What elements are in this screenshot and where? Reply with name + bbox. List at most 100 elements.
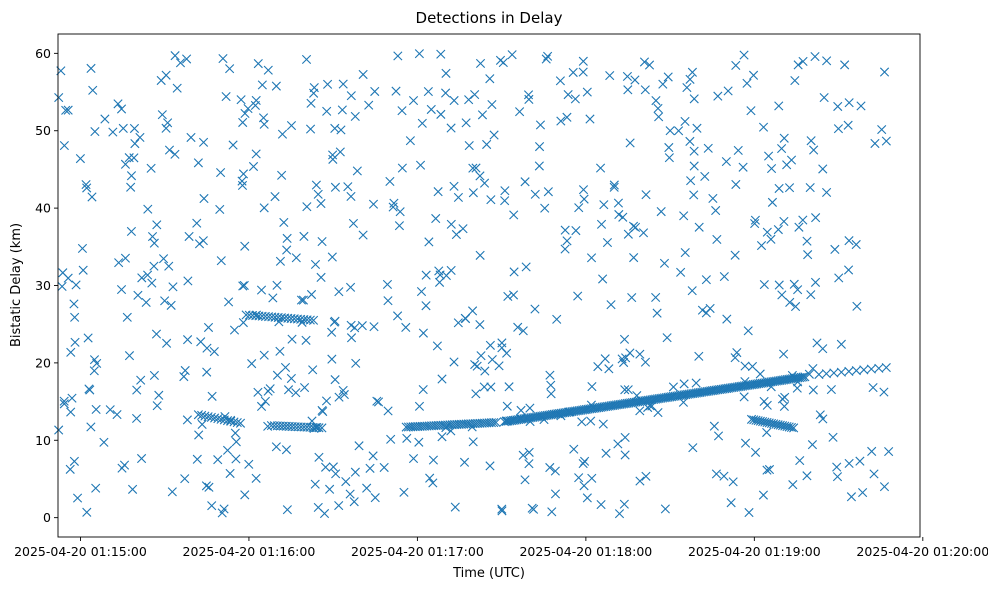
data-point [711, 205, 721, 216]
data-point [701, 275, 711, 285]
data-point [564, 407, 574, 417]
data-point [663, 72, 673, 82]
data-point [503, 291, 513, 302]
data-point [425, 473, 435, 483]
data-point [166, 300, 176, 310]
data-point [436, 49, 446, 59]
data-point [641, 190, 651, 200]
data-point [543, 187, 553, 197]
data-point [730, 250, 740, 260]
data-point [659, 258, 670, 268]
data-point [609, 180, 619, 190]
data-point [586, 416, 596, 426]
data-point [54, 425, 64, 435]
data-point [524, 459, 534, 469]
data-point [726, 498, 736, 508]
data-point [307, 416, 317, 426]
data-point [654, 112, 664, 122]
data-point [539, 414, 549, 425]
data-point [881, 136, 891, 146]
data-point [818, 414, 828, 424]
data-point [279, 217, 289, 228]
data-point [504, 382, 514, 392]
data-point [251, 310, 262, 320]
data-point [126, 182, 136, 192]
data-point [802, 236, 812, 246]
data-point [369, 322, 379, 332]
data-point [578, 56, 588, 66]
data-point [268, 293, 278, 303]
data-point [497, 506, 507, 516]
data-point [132, 385, 142, 395]
data-point [222, 445, 233, 455]
data-point [215, 204, 225, 215]
data-point [620, 385, 630, 395]
data-point [619, 334, 630, 344]
data-point [81, 180, 91, 190]
data-point [126, 171, 137, 181]
data-point [275, 346, 285, 356]
data-point [774, 183, 784, 194]
data-point [113, 99, 123, 109]
data-point [833, 101, 843, 112]
data-point [247, 359, 257, 369]
data-point [579, 194, 589, 204]
data-point [225, 64, 235, 74]
data-point [149, 261, 159, 271]
data-point [460, 313, 470, 323]
data-point [310, 259, 321, 270]
data-point [884, 446, 894, 457]
data-point [744, 507, 754, 518]
data-point [164, 145, 175, 155]
data-point [270, 192, 280, 202]
data-point [451, 229, 461, 240]
data-point [89, 366, 99, 376]
data-point [764, 464, 775, 475]
data-point [740, 361, 750, 371]
data-point [635, 406, 645, 416]
data-point [656, 207, 666, 217]
data-point [70, 312, 80, 322]
data-point [546, 389, 556, 399]
data-point [272, 280, 282, 290]
data-point [766, 234, 776, 244]
data-point [319, 508, 330, 519]
data-point [263, 65, 273, 75]
data-point [291, 253, 301, 263]
data-point [299, 231, 309, 241]
data-point [385, 176, 395, 187]
data-point [229, 325, 240, 335]
data-point [87, 192, 97, 202]
data-point [518, 326, 528, 336]
data-point [354, 441, 364, 451]
data-point [421, 270, 431, 280]
x-tick-label: 2025-04-20 01:16:00 [183, 544, 316, 559]
data-point [790, 301, 801, 312]
data-point [782, 160, 792, 170]
data-point [595, 163, 606, 173]
data-point [313, 189, 323, 199]
data-point [337, 105, 347, 115]
data-point [90, 126, 100, 137]
data-point [243, 103, 253, 114]
data-point [778, 349, 789, 359]
data-point [593, 362, 603, 372]
data-point [476, 351, 486, 361]
data-point [774, 101, 784, 111]
data-point [220, 411, 230, 422]
data-point [350, 323, 360, 333]
data-point [802, 471, 812, 481]
data-point [393, 51, 403, 61]
data-point [540, 203, 550, 213]
data-point [779, 216, 789, 227]
data-point [370, 493, 380, 503]
data-point [798, 215, 808, 225]
data-point [441, 423, 451, 433]
data-point [777, 290, 787, 300]
data-point [239, 280, 249, 291]
data-point [881, 362, 891, 373]
data-point [509, 267, 519, 277]
data-point [257, 80, 267, 90]
data-point [556, 411, 566, 421]
data-point [719, 271, 729, 282]
